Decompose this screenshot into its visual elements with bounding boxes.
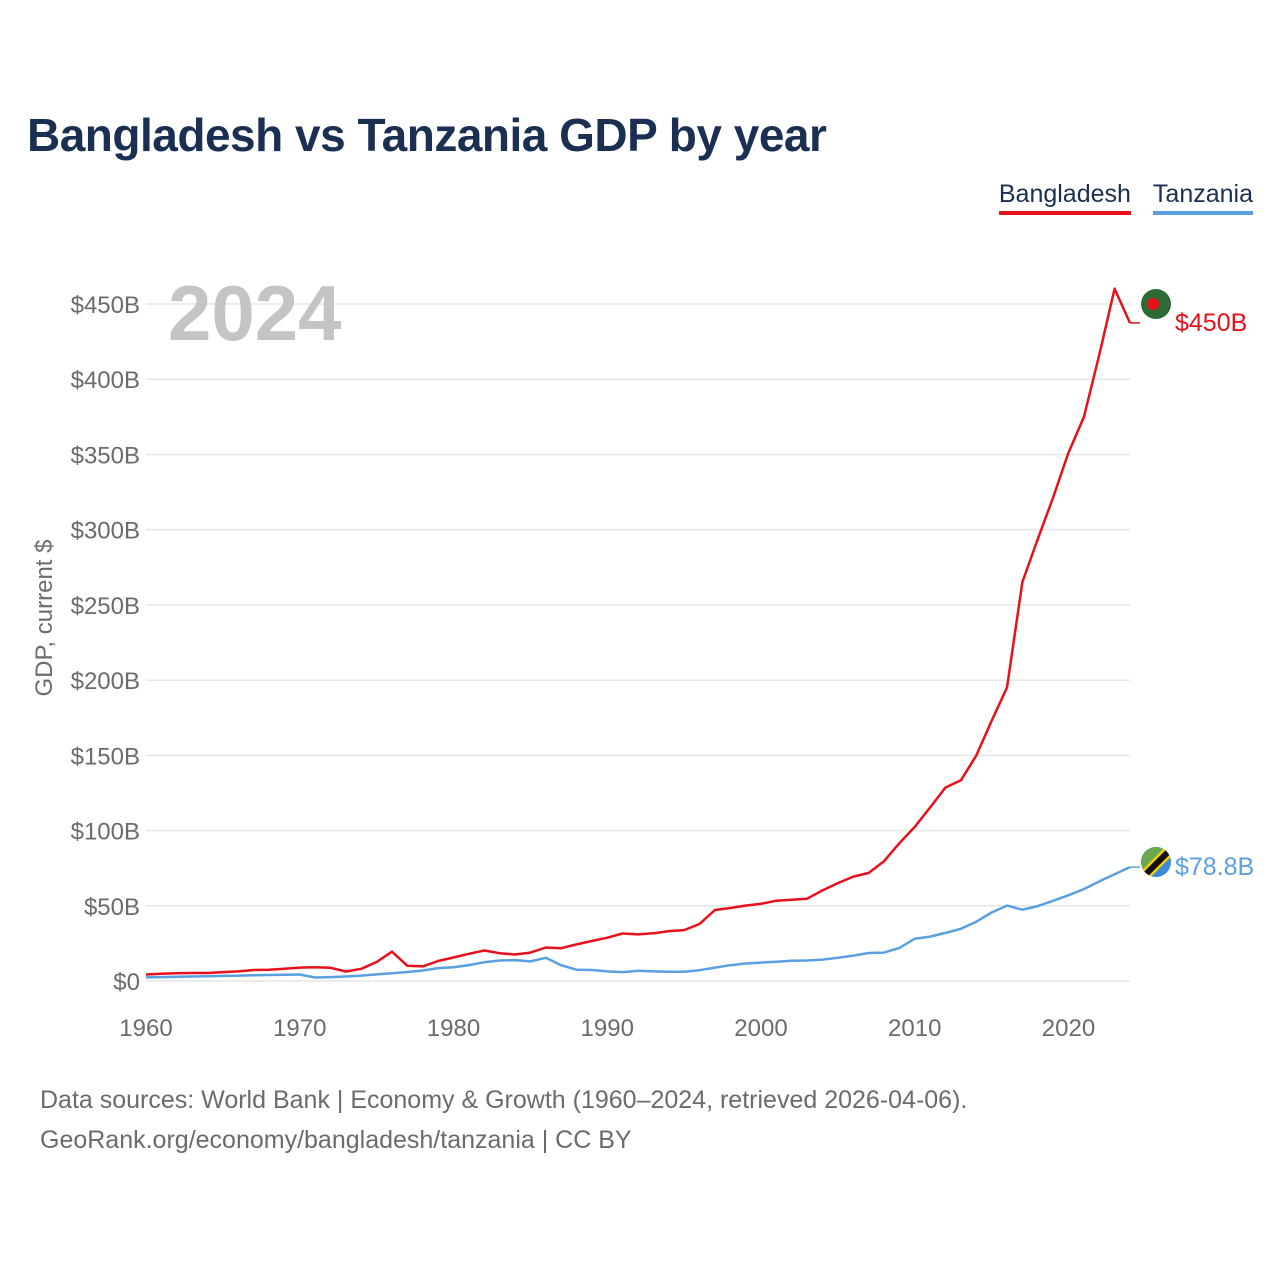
chart-title: Bangladesh vs Tanzania GDP by year: [27, 109, 827, 161]
y-tick-label: $150B: [71, 743, 140, 770]
x-tick-label: 2000: [734, 1015, 787, 1042]
series-line-bangladesh[interactable]: [145, 287, 1132, 976]
y-tick-label: $250B: [71, 593, 140, 620]
y-tick-label: $50B: [84, 894, 140, 921]
y-tick-label: $300B: [71, 518, 140, 545]
bangladesh-flag-icon: [1141, 289, 1171, 319]
x-tick-label: 1980: [427, 1015, 480, 1042]
y-tick-label: $0: [113, 969, 140, 996]
y-tick-label: $400B: [71, 367, 140, 394]
y-axis-label: GDP, current $: [31, 540, 58, 697]
end-markers: $450B $78.8B: [1141, 289, 1254, 881]
y-tick-label: $100B: [71, 819, 140, 846]
end-value-label-tanzania: $78.8B: [1175, 853, 1254, 881]
x-tick-label: 2010: [888, 1015, 941, 1042]
end-value-label-bangladesh: $450B: [1175, 309, 1247, 337]
legend-item-tanzania[interactable]: Tanzania: [1152, 180, 1253, 215]
y-axis-ticks: $0 $50B $100B $150B $200B $250B $300B $350B $400…: [71, 292, 140, 996]
x-tick-label: 1990: [581, 1015, 634, 1042]
series-line-tanzania[interactable]: [145, 865, 1131, 979]
x-axis-ticks: 1960 1970 1980 1990 2000 2010 2020: [119, 1015, 1095, 1042]
line-chart: $0 $50B $100B $150B $200B $250B $300B $350B $400…: [31, 269, 1254, 1042]
tanzania-flag-icon: [1141, 847, 1171, 877]
series-lines: [145, 287, 1140, 979]
x-tick-label: 2020: [1042, 1015, 1095, 1042]
legend: Bangladesh Tanzania: [998, 180, 1253, 215]
y-tick-label: $350B: [71, 442, 140, 469]
grid-lines: [146, 303, 1130, 982]
data-source-note: Data sources: World Bank | Economy & Gro…: [40, 1086, 968, 1114]
y-tick-label: $200B: [71, 668, 140, 695]
y-tick-label: $450B: [71, 292, 140, 319]
year-watermark: 2024: [168, 269, 342, 357]
footer: Data sources: World Bank | Economy & Gro…: [40, 1080, 967, 1160]
source-link[interactable]: GeoRank.org/economy/bangladesh/tanzania …: [40, 1126, 632, 1154]
legend-item-bangladesh[interactable]: Bangladesh: [998, 180, 1131, 215]
x-tick-label: 1970: [273, 1015, 326, 1042]
x-tick-label: 1960: [119, 1015, 172, 1042]
